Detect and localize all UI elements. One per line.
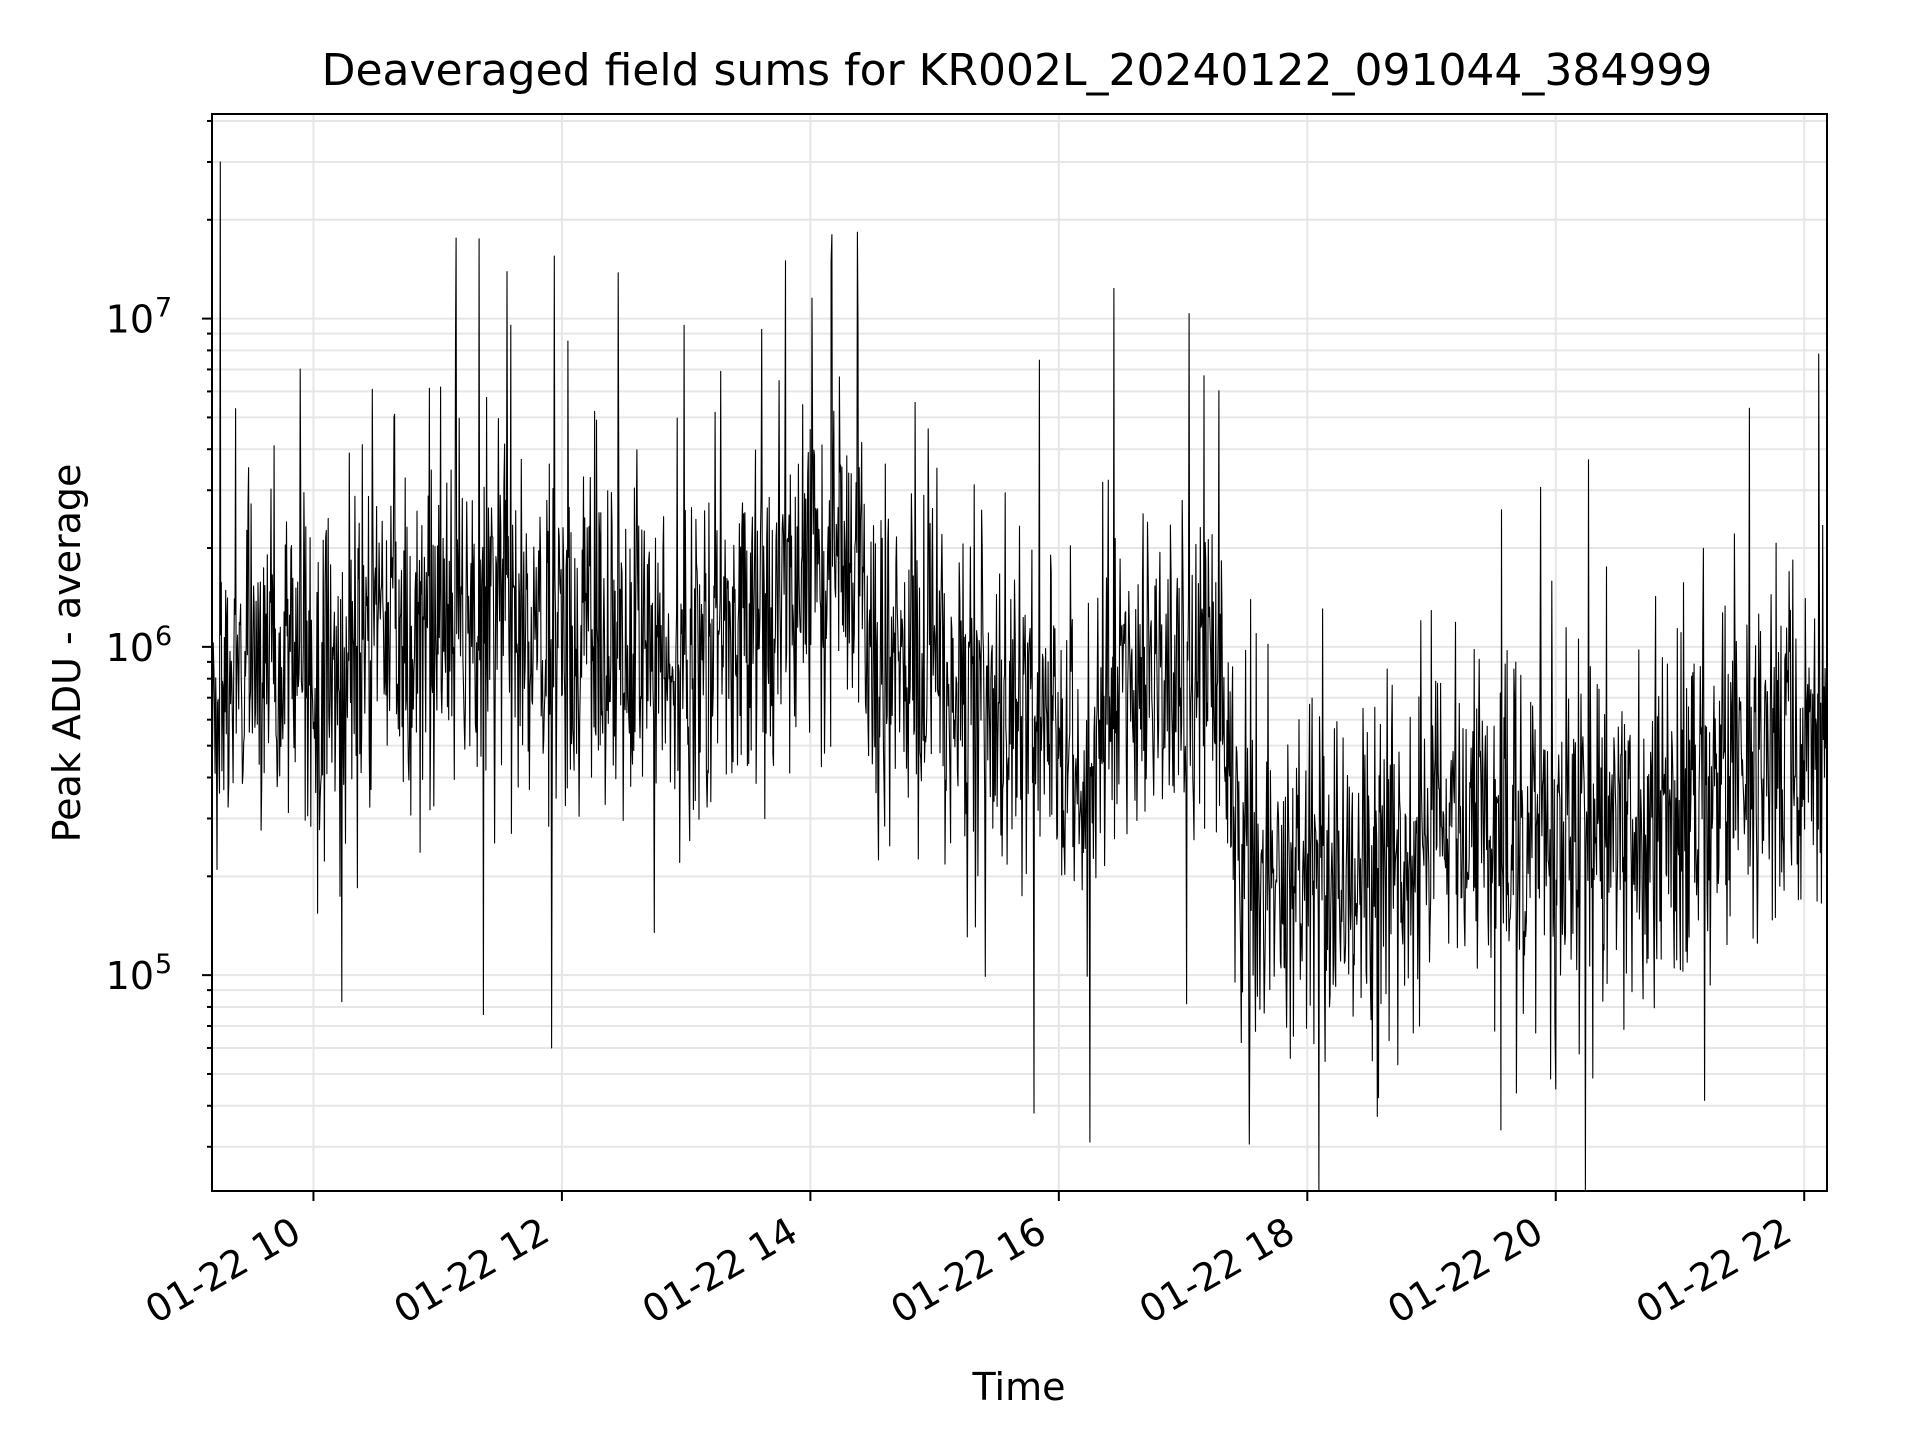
y-tick-label: 10 xyxy=(106,298,154,342)
plot-frame xyxy=(211,113,1828,1192)
series-layer xyxy=(211,161,1828,1192)
y-tick-label: 10 xyxy=(106,626,154,670)
y-tick-exponent: 6 xyxy=(155,621,172,652)
chart-title: Deaveraged field sums for KR002L_2024012… xyxy=(322,45,1713,96)
series-line xyxy=(211,161,1828,1192)
y-tick-label: 10 xyxy=(106,954,154,998)
x-axis-label: Time xyxy=(972,1365,1066,1409)
y-tick-exponent: 5 xyxy=(155,949,172,980)
y-axis-label: Peak ADU - average xyxy=(45,464,89,843)
y-tick-exponent: 7 xyxy=(155,293,172,324)
